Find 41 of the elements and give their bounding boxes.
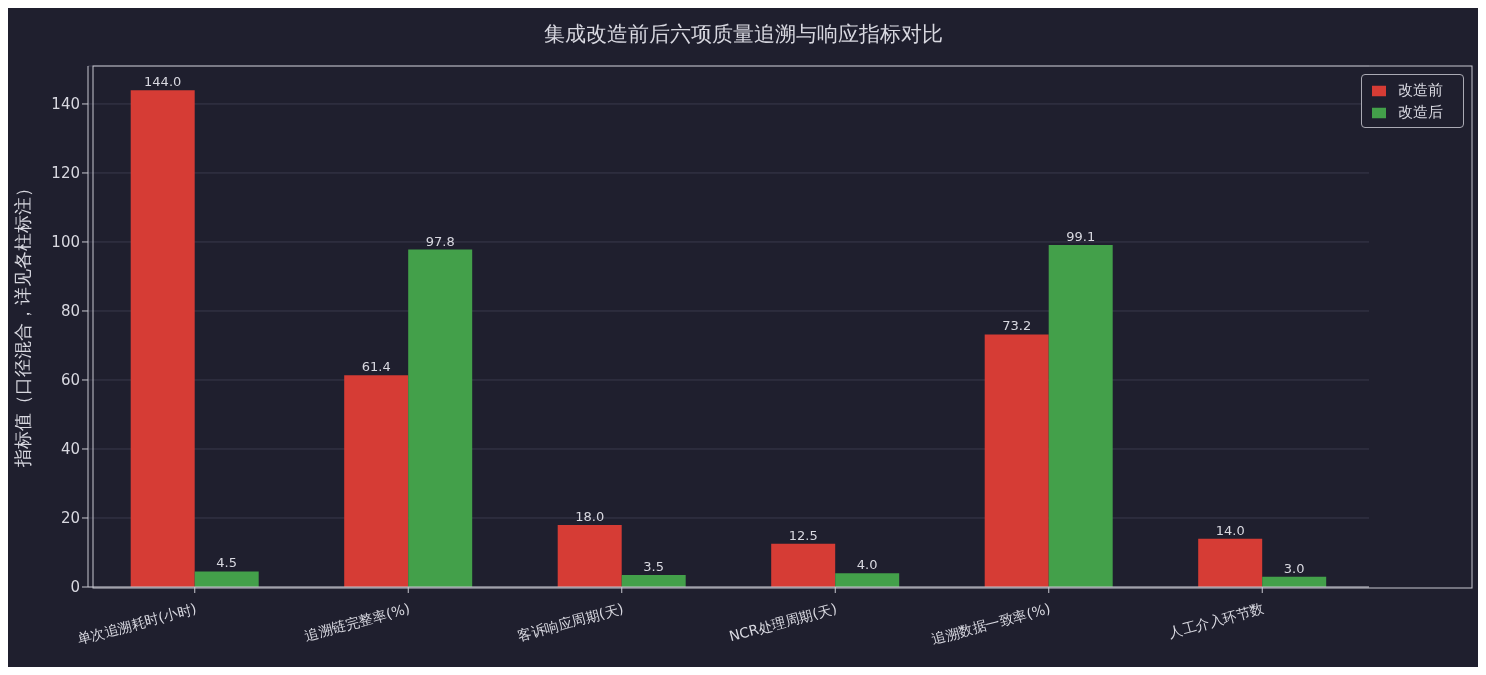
y-axis-title: 指标值（口径混合，详见各柱标注） bbox=[12, 178, 34, 468]
bar bbox=[194, 571, 259, 587]
x-tick-label: NCR处理周期(天) bbox=[727, 600, 839, 645]
y-tick-label: 140 bbox=[51, 95, 80, 114]
bar bbox=[1048, 245, 1113, 587]
data-label: 3.0 bbox=[1283, 560, 1305, 576]
y-tick-label: 120 bbox=[51, 164, 80, 183]
bar bbox=[344, 375, 409, 587]
y-tick-label: 80 bbox=[60, 302, 80, 321]
data-label: 4.5 bbox=[216, 555, 238, 571]
data-label: 99.1 bbox=[1066, 229, 1096, 245]
y-tick-label: 100 bbox=[51, 233, 80, 252]
data-label: 97.8 bbox=[425, 233, 455, 249]
x-tick-label: 追溯数据一致率(%) bbox=[929, 600, 1053, 648]
bar bbox=[835, 573, 900, 587]
bar bbox=[1198, 538, 1263, 587]
data-label: 144.0 bbox=[144, 74, 182, 90]
data-label: 14.0 bbox=[1215, 522, 1245, 538]
data-label: 18.0 bbox=[575, 508, 605, 524]
bar bbox=[984, 334, 1049, 587]
x-tick-label: 客诉响应周期(天) bbox=[515, 600, 626, 644]
data-label: 73.2 bbox=[1002, 318, 1032, 334]
bar bbox=[557, 524, 622, 587]
y-tick-label: 60 bbox=[60, 371, 80, 390]
chart-title: 集成改造前后六项质量追溯与响应指标对比 bbox=[542, 21, 944, 48]
x-tick-label: 人工介入环节数 bbox=[1166, 600, 1266, 641]
data-label: 12.5 bbox=[788, 527, 818, 543]
legend-label: 改造前 bbox=[1398, 81, 1443, 99]
bar bbox=[408, 249, 473, 587]
data-label: 61.4 bbox=[361, 359, 391, 375]
x-tick-label: 单次追溯耗时(小时) bbox=[75, 600, 199, 648]
y-tick-label: 0 bbox=[70, 578, 80, 597]
data-label: 4.0 bbox=[856, 557, 878, 573]
x-tick-label: 追溯链完整率(%) bbox=[302, 600, 412, 644]
bar bbox=[130, 90, 195, 587]
data-label: 3.5 bbox=[643, 558, 665, 574]
bar bbox=[621, 574, 686, 587]
bar bbox=[771, 543, 836, 587]
y-tick-label: 40 bbox=[60, 440, 80, 459]
y-tick-label: 20 bbox=[60, 509, 80, 528]
legend-label: 改造后 bbox=[1398, 103, 1443, 121]
